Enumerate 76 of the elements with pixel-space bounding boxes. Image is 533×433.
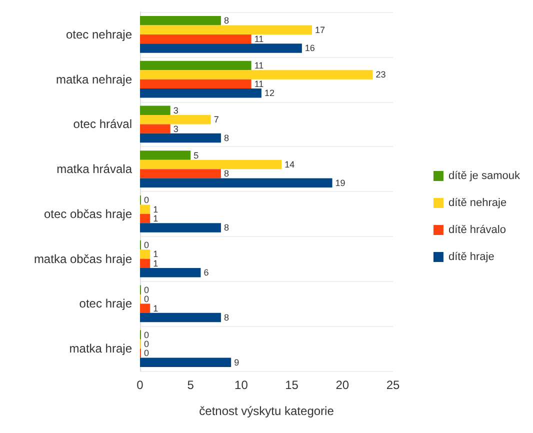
data-label: 0	[144, 240, 150, 250]
data-label: 0	[144, 195, 150, 206]
data-label: 8	[224, 312, 229, 322]
data-label: 8	[224, 222, 229, 233]
data-label: 11	[254, 34, 264, 44]
bar	[140, 258, 150, 268]
bar	[140, 268, 201, 278]
data-label: 1	[153, 258, 158, 268]
bar	[140, 25, 312, 34]
x-tick-label: 15	[285, 378, 299, 392]
data-label: 17	[315, 24, 326, 35]
y-tick-label: otec hrával	[73, 117, 132, 132]
x-tick-label: 10	[234, 378, 248, 392]
data-label: 8	[224, 132, 229, 143]
bar	[140, 16, 221, 26]
data-label: 14	[284, 159, 295, 170]
data-label: 3	[173, 124, 178, 134]
x-tick-label: 0	[136, 378, 144, 392]
bar	[140, 70, 373, 80]
data-label: 16	[304, 43, 315, 54]
y-tick-label: matka hraje	[69, 342, 132, 356]
y-tick-label: otec nehraje	[66, 27, 132, 42]
data-label: 9	[234, 357, 240, 368]
legend-label: dítě je samouk	[448, 170, 520, 182]
data-label: 8	[224, 168, 229, 179]
x-axis-title: četnost výskytu kategorie	[199, 404, 334, 418]
bar	[140, 34, 252, 44]
data-label: 1	[153, 204, 158, 214]
data-label: 0	[144, 284, 150, 295]
data-label: 1	[153, 214, 158, 224]
data-label: 1	[153, 249, 158, 260]
data-label: 6	[204, 268, 209, 278]
x-tick-label: 25	[386, 378, 400, 392]
x-tick-label: 5	[187, 378, 194, 392]
x-tick-label: 20	[336, 378, 350, 392]
data-label: 5	[194, 150, 199, 160]
bar	[140, 214, 150, 224]
bar	[140, 133, 221, 143]
legend-label: dítě hraje	[448, 251, 494, 263]
legend-label: dítě hrávalo	[448, 224, 506, 236]
y-tick-label: otec občas hraje	[44, 206, 132, 221]
bar	[140, 178, 332, 188]
bar	[140, 114, 211, 124]
bar	[140, 124, 170, 134]
data-label: 19	[335, 178, 346, 188]
data-label: 0	[144, 294, 150, 304]
bar	[140, 106, 170, 115]
data-label: 11	[254, 78, 264, 89]
bar	[140, 79, 252, 89]
data-label: 11	[254, 60, 264, 71]
bar	[140, 304, 150, 313]
y-tick-label: matka hrávala	[56, 162, 132, 176]
bar	[140, 250, 150, 259]
data-label: 3	[173, 105, 178, 116]
bar	[140, 60, 252, 70]
bar	[140, 312, 221, 322]
bar	[140, 44, 302, 53]
data-label: 7	[214, 114, 219, 125]
data-label: 12	[264, 88, 274, 98]
data-label: 0	[144, 330, 150, 340]
bar	[140, 88, 262, 98]
bar	[140, 204, 150, 214]
y-tick-label: matka nehraje	[56, 72, 132, 86]
data-label: 0	[144, 348, 150, 358]
legend-label: dítě nehraje	[448, 197, 507, 209]
data-label: 23	[376, 70, 386, 80]
bar	[140, 358, 232, 367]
bar	[140, 150, 191, 160]
data-label: 1	[153, 303, 158, 314]
bar	[140, 160, 282, 170]
data-label: 0	[144, 338, 150, 349]
y-tick-label: matka občas hraje	[34, 252, 132, 266]
data-label: 8	[224, 16, 229, 26]
bar	[140, 223, 221, 232]
y-tick-label: otec hraje	[79, 296, 132, 311]
bar	[140, 169, 221, 178]
